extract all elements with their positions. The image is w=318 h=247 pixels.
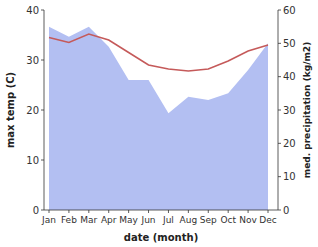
plot-area [49,27,268,210]
temp-line [49,34,268,71]
x-tick [68,210,69,213]
y-tick-label: 30 [26,55,39,66]
bottom-spine [44,210,278,211]
y2-tick [278,43,281,44]
y2-tick [278,10,281,11]
y2-tick [278,76,281,77]
y2-tick [278,210,281,211]
x-tick-label: May [119,215,138,225]
y-tick-label: 0 [33,205,39,216]
x-tick [49,210,50,213]
x-tick-label: Feb [61,215,77,225]
x-tick [228,210,229,213]
x-tick-label: Jan [41,215,56,225]
y-tick [41,160,44,161]
y2-tick-label: 60 [283,5,296,16]
x-tick [128,210,129,213]
x-tick [148,210,149,213]
x-axis-label: date (month) [124,232,198,243]
y2-tick [278,110,281,111]
y-tick [41,10,44,11]
y-tick-label: 10 [26,155,39,166]
y2-tick [278,176,281,177]
x-tick-label: Jul [162,215,174,225]
y-tick [41,110,44,111]
x-tick [188,210,189,213]
chart: 0 10 20 30 40 0 10 20 30 40 50 60 Jan FebMar AprMayJun… [0,0,318,247]
x-tick [108,210,109,213]
x-tick-label: Dec [259,215,276,225]
y2-tick-label: 50 [283,38,296,49]
y2-tick [278,143,281,144]
y2-tick-label: 20 [283,138,296,149]
x-tick [248,210,249,213]
x-tick-label: Sep [200,215,217,225]
x-tick [208,210,209,213]
y2-axis-label: med. precipitation (kg/m2) [302,42,312,178]
x-tick [268,210,269,213]
y-axis-label: max temp (C) [5,72,16,148]
x-tick-label: Oct [220,215,236,225]
x-tick-label: Aug [180,215,198,225]
y-tick-label: 40 [26,5,39,16]
y-tick [41,210,44,211]
x-tick-label: Nov [239,215,257,225]
precip-area [49,27,268,210]
y2-tick-label: 10 [283,171,296,182]
x-tick-label: Mar [80,215,97,225]
y2-tick-label: 30 [283,105,296,116]
x-tick [88,210,89,213]
y2-tick-label: 0 [283,205,289,216]
y-tick-label: 20 [26,105,39,116]
y-tick [41,60,44,61]
x-tick-label: Apr [101,215,117,225]
y2-tick-label: 40 [283,71,296,82]
x-tick-label: Jun [141,215,156,225]
x-tick [168,210,169,213]
